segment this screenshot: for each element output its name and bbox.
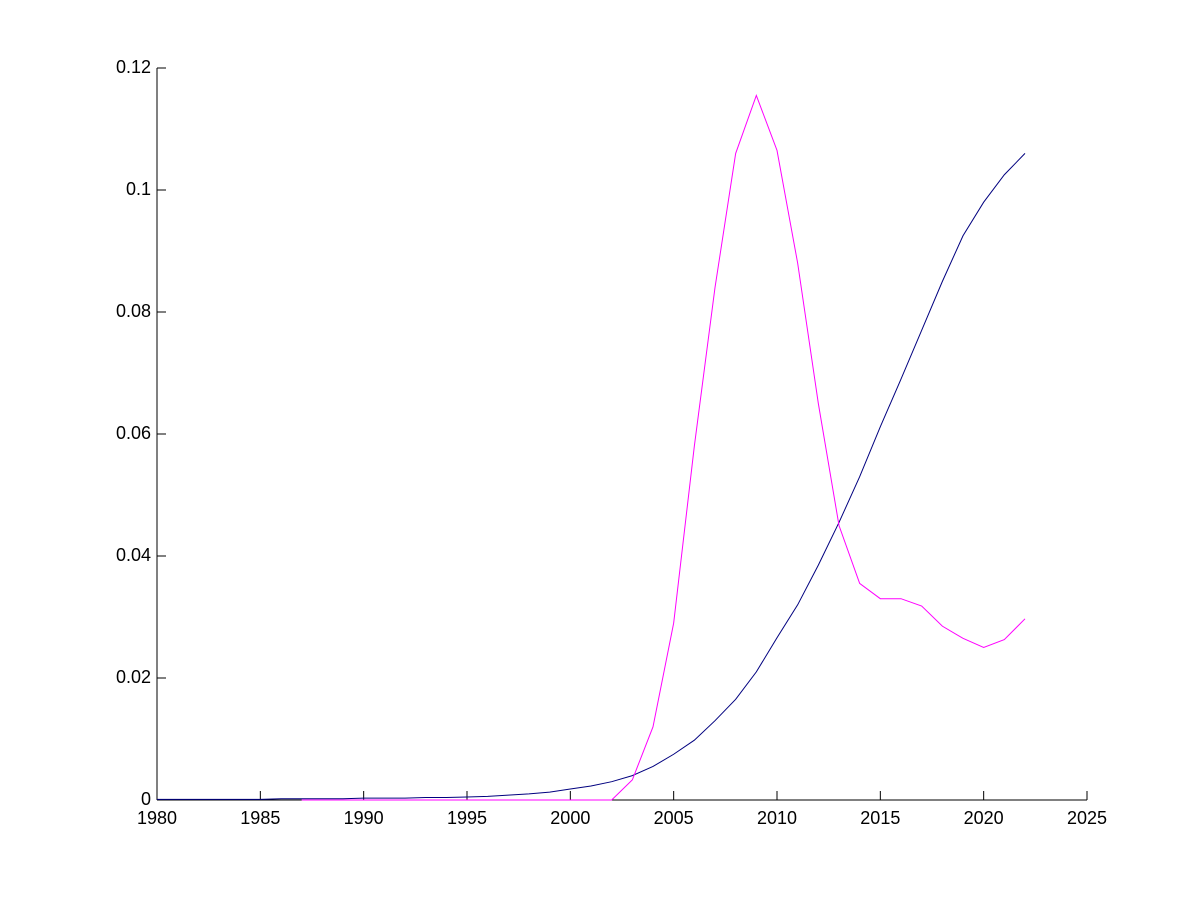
x-tick-label: 1995 [447,808,487,828]
data-line [301,93,1026,801]
x-tick-label: 1985 [240,808,280,828]
y-tick-label: 0.04 [116,545,151,565]
y-tick-label: 0.1 [126,179,151,199]
x-tick-label: 2005 [654,808,694,828]
x-tick-label: 2025 [1067,808,1107,828]
y-tick-label: 0.02 [116,667,151,687]
y-tick-label: 0.08 [116,301,151,321]
x-tick-label: 1980 [137,808,177,828]
x-tick-label: 2010 [757,808,797,828]
y-tick-label: 0.12 [116,57,151,77]
x-tick-label: 2020 [964,808,1004,828]
x-tick-label: 2015 [860,808,900,828]
data-line [157,153,1026,800]
y-tick-label: 0.06 [116,423,151,443]
y-tick-label: 0 [141,789,151,809]
x-tick-label: 1990 [344,808,384,828]
x-tick-label: 2000 [550,808,590,828]
